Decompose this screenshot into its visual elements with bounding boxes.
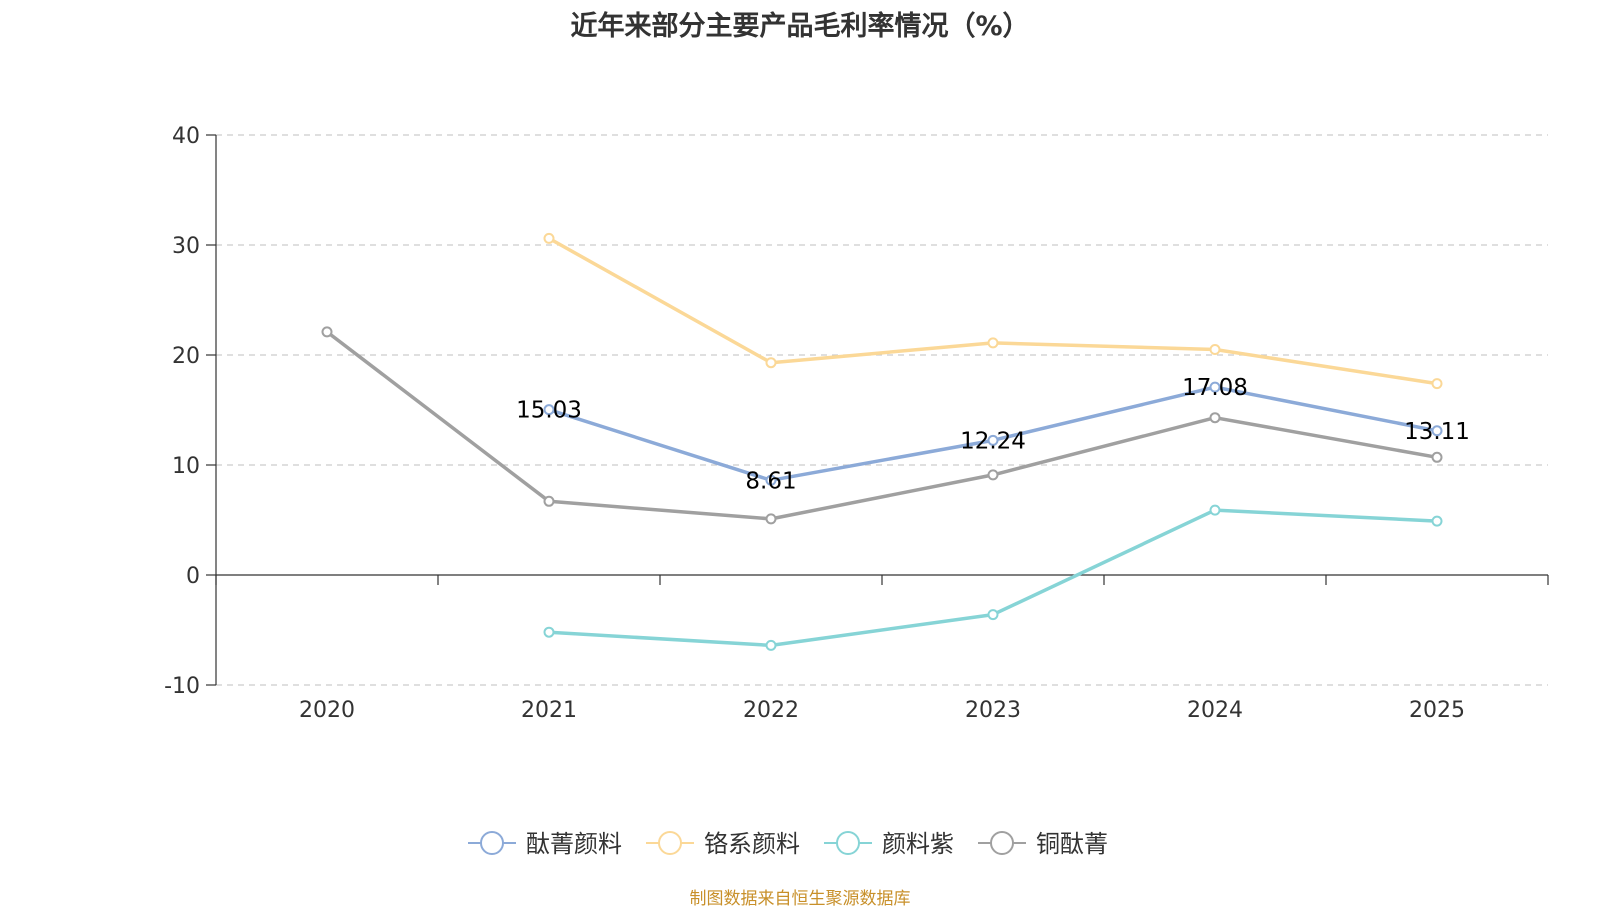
data-point <box>765 357 777 369</box>
legend-label: 铜酞菁 <box>1036 830 1108 858</box>
legend-label: 铬系颜料 <box>704 830 800 858</box>
data-point <box>321 326 333 338</box>
x-tick-label: 2021 <box>521 698 577 723</box>
y-tick-label: -10 <box>164 674 200 699</box>
data-label: 13.11 <box>1404 419 1470 445</box>
grid-layer <box>216 134 1548 686</box>
series-line <box>548 236 1438 386</box>
data-point <box>765 639 777 651</box>
legend-marker <box>480 831 504 855</box>
x-tick-label: 2022 <box>743 698 799 723</box>
x-tick-label: 2025 <box>1409 698 1465 723</box>
data-point <box>543 232 555 244</box>
y-tick-label: 10 <box>172 454 200 479</box>
legend-marker <box>990 831 1014 855</box>
y-tick-label: 0 <box>186 564 200 589</box>
data-label: 17.08 <box>1182 375 1248 401</box>
x-tick-label: 2024 <box>1187 698 1243 723</box>
legend-label: 酞菁颜料 <box>526 830 622 858</box>
legend-marker <box>836 831 860 855</box>
y-tick-label: 40 <box>172 124 200 149</box>
data-point <box>1209 412 1221 424</box>
x-tick-label: 2020 <box>299 698 355 723</box>
data-point <box>1209 344 1221 355</box>
series-line <box>325 330 1438 521</box>
data-point <box>765 474 777 486</box>
legend-marker <box>658 831 682 855</box>
chart-title: 近年来部分主要产品毛利率情况（%） <box>570 11 1030 42</box>
y-tick-label: 20 <box>172 344 200 369</box>
data-point <box>987 434 999 446</box>
axis-layer: -10 0 10 20 30 40 2020 2021 2022 2023 2024 2025 <box>164 124 1549 723</box>
data-point <box>1431 378 1443 390</box>
series-layer <box>321 232 1443 651</box>
data-label: 8.61 <box>745 468 796 494</box>
legend: 酞菁颜料 铬系颜料 颜料紫 铜酞菁 <box>468 830 1108 858</box>
data-label: 15.03 <box>516 398 582 424</box>
data-source-note: 制图数据来自恒生聚源数据库 <box>689 889 911 909</box>
legend-label: 颜料紫 <box>882 830 954 858</box>
x-tick-label: 2023 <box>965 698 1021 723</box>
series-line <box>548 508 1438 648</box>
data-point <box>543 404 555 416</box>
data-point <box>543 495 555 507</box>
data-point <box>1209 381 1221 393</box>
data-point <box>765 513 777 525</box>
data-point <box>1431 425 1443 437</box>
data-point <box>987 469 999 481</box>
data-point <box>1431 515 1443 527</box>
y-tick-label: 30 <box>172 234 200 259</box>
data-label-layer: 15.03 8.61 12.24 17.08 13.11 <box>516 375 1470 494</box>
data-point <box>987 337 999 349</box>
data-point <box>543 626 555 638</box>
data-label: 12.24 <box>960 428 1026 454</box>
data-point <box>987 609 999 621</box>
data-point <box>1209 504 1221 516</box>
data-point <box>1431 451 1443 463</box>
